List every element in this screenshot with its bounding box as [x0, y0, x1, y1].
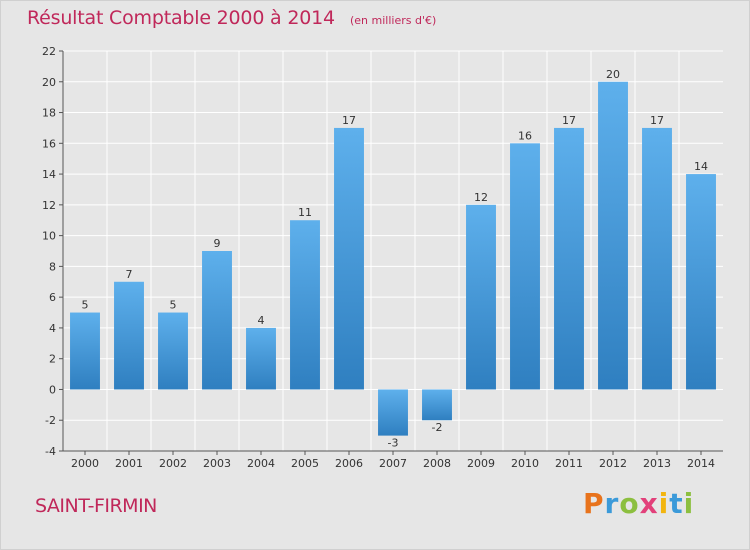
bar-2012 [598, 81, 628, 390]
data-label-2010: 16 [518, 129, 532, 142]
bar-2001 [114, 281, 144, 390]
x-tick-label-2000: 2000 [71, 457, 99, 470]
bar-2008 [422, 389, 452, 421]
y-tick-label: 16 [42, 137, 56, 150]
x-tick-label-2010: 2010 [511, 457, 539, 470]
bar-2007 [378, 389, 408, 436]
y-tick-label: 22 [42, 45, 56, 58]
bar-2014 [686, 174, 716, 390]
title-row: Résultat Comptable 2000 à 2014 (en milli… [27, 7, 436, 29]
data-label-2004: 4 [258, 314, 265, 327]
bar-2004 [246, 327, 276, 390]
bars [70, 81, 716, 436]
data-label-2014: 14 [694, 160, 708, 173]
chart-unit-note: (en milliers d'€) [349, 14, 437, 27]
x-tick-label-2009: 2009 [467, 457, 495, 470]
brand-letter: x [639, 487, 659, 520]
bar-2013 [642, 127, 672, 390]
x-tick-label-2001: 2001 [115, 457, 143, 470]
brand-logo: Proxiti [583, 487, 694, 520]
data-label-2008: -2 [432, 421, 443, 434]
y-tick-label: 8 [49, 260, 56, 273]
data-label-2005: 11 [298, 206, 312, 219]
chart-title: Résultat Comptable 2000 à 2014 [27, 7, 335, 29]
brand-letter: i [683, 487, 695, 520]
y-tick-label: 20 [42, 76, 56, 89]
data-label-2006: 17 [342, 114, 356, 127]
data-label-2007: -3 [388, 437, 399, 450]
x-tick-label-2013: 2013 [643, 457, 671, 470]
bar-2003 [202, 251, 232, 390]
y-tick-label: 6 [49, 291, 56, 304]
y-tick-label: 12 [42, 199, 56, 212]
y-tick-label: -2 [45, 414, 56, 427]
bar-2006 [334, 127, 364, 390]
data-label-2009: 12 [474, 191, 488, 204]
axes [59, 50, 723, 455]
brand-letter: t [669, 487, 684, 520]
brand-letter: r [604, 487, 620, 520]
x-tick-label-2007: 2007 [379, 457, 407, 470]
bar-2000 [70, 312, 100, 390]
y-tick-label: 4 [49, 322, 56, 335]
bar-2011 [554, 127, 584, 390]
data-label-2003: 9 [214, 237, 221, 250]
labels: -4 -2 0 2 4 6 8 10 12 14 16 18 20 22 5 2000 7 2001 5 2002 9 2… [42, 45, 715, 470]
brand-letter: i [658, 487, 670, 520]
x-tick-label-2014: 2014 [687, 457, 715, 470]
x-tick-label-2005: 2005 [291, 457, 319, 470]
bar-2009 [466, 204, 496, 390]
x-tick-label-2008: 2008 [423, 457, 451, 470]
y-tick-label: 18 [42, 107, 56, 120]
bar-2005 [290, 220, 320, 390]
x-tick-label-2003: 2003 [203, 457, 231, 470]
data-label-2013: 17 [650, 114, 664, 127]
data-label-2002: 5 [170, 299, 177, 312]
y-tick-label: 14 [42, 168, 56, 181]
data-label-2012: 20 [606, 68, 620, 81]
y-tick-label: 2 [49, 353, 56, 366]
y-tick-label: 0 [49, 383, 56, 396]
commune-name: SAINT-FIRMIN [35, 495, 157, 517]
x-tick-label-2012: 2012 [599, 457, 627, 470]
brand-letter: P [583, 487, 605, 520]
x-tick-label-2004: 2004 [247, 457, 275, 470]
x-tick-label-2006: 2006 [335, 457, 363, 470]
data-label-2000: 5 [82, 299, 89, 312]
bar-2010 [510, 143, 540, 390]
brand-letter: o [619, 487, 640, 520]
y-tick-label: -4 [45, 445, 56, 458]
x-tick-label-2011: 2011 [555, 457, 583, 470]
bar-2002 [158, 312, 188, 390]
data-label-2011: 17 [562, 114, 576, 127]
data-label-2001: 7 [126, 268, 133, 281]
y-tick-label: 10 [42, 230, 56, 243]
x-tick-label-2002: 2002 [159, 457, 187, 470]
